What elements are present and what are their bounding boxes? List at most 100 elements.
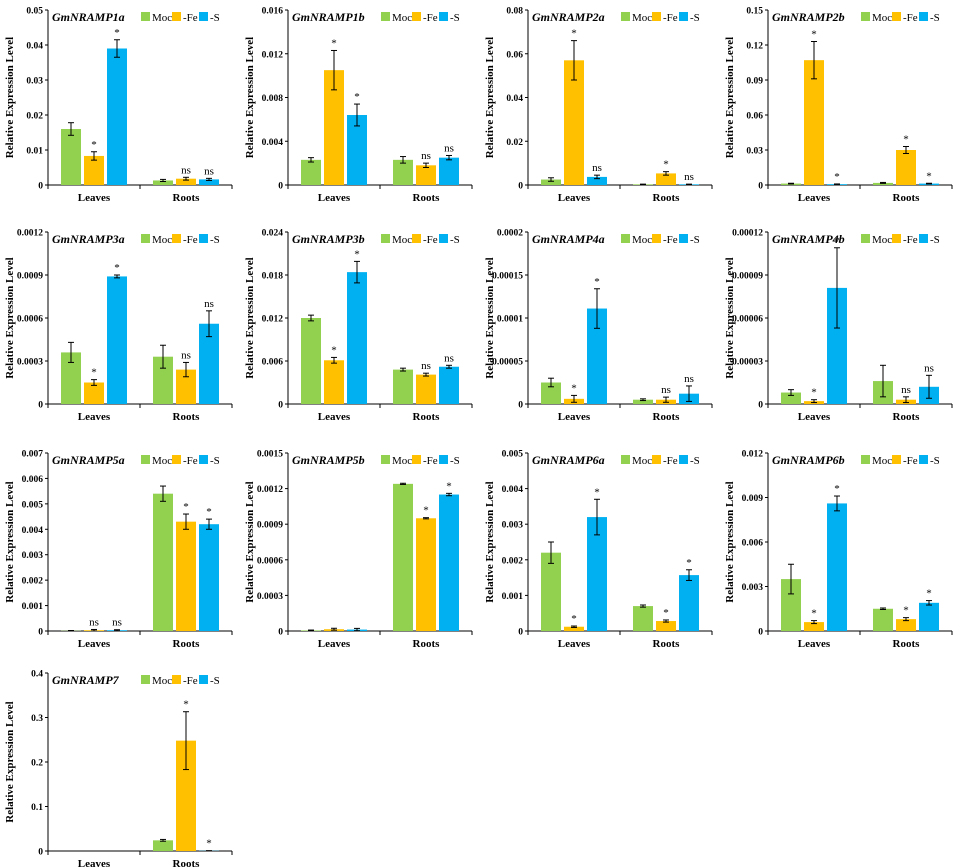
legend-label: Mock <box>632 234 658 246</box>
bar-mock-roots <box>393 159 413 185</box>
bar-minus-fe-roots <box>416 518 436 631</box>
chart-panel-gmnramp1a: Relative Expression Level 0 0.01 0.02 0.03 0.… <box>4 7 233 204</box>
bar-minus-s-leaves <box>587 517 607 631</box>
y-tick-label: 0.001 <box>502 592 524 602</box>
x-category-label: Roots <box>173 411 201 423</box>
bar-mock-leaves <box>541 179 561 185</box>
y-axis-title: Relative Expression Level <box>484 257 496 378</box>
legend-label: -S <box>210 234 220 246</box>
legend-label: -Fe <box>663 12 678 24</box>
significance-label: * <box>354 248 360 260</box>
significance-label: * <box>91 367 97 379</box>
bar-minus-s-leaves <box>107 48 127 185</box>
x-category-label: Leaves <box>558 638 591 650</box>
x-category-label: Roots <box>413 192 441 204</box>
y-tick-label: 0.0001 <box>497 315 523 325</box>
bar-mock-roots <box>633 606 653 631</box>
y-tick-label: 0 <box>38 628 43 638</box>
x-category-label: Leaves <box>558 192 591 204</box>
y-tick-label: 0.04 <box>26 42 43 52</box>
significance-label: ns <box>181 164 191 176</box>
significance-label: * <box>594 486 600 498</box>
chart-title: GmNRAMP2b <box>772 10 845 24</box>
legend-label: -Fe <box>183 234 198 246</box>
x-category-label: Leaves <box>318 411 351 423</box>
chart-panel-gmnramp7: Relative Expression Level 0 0.1 0.2 0.3 0.4 Le… <box>4 670 233 868</box>
bar-mock-roots <box>393 369 413 404</box>
legend-label: -S <box>450 455 460 467</box>
y-tick-label: 0.02 <box>26 112 43 122</box>
bar-minus-fe-leaves <box>324 70 344 185</box>
chart-panel-gmnramp4a: Relative Expression Level 0 0.00005 0.0001 0… <box>484 229 713 423</box>
y-tick-label: 0.03 <box>746 147 763 157</box>
bar-minus-fe-leaves <box>84 155 104 185</box>
y-axis-title: Relative Expression Level <box>4 481 16 602</box>
bar-minus-s-leaves <box>587 308 607 404</box>
legend-label: Mock <box>632 12 658 24</box>
bar-minus-s-roots <box>199 179 219 185</box>
x-category-label: Roots <box>413 411 441 423</box>
legend-swatch <box>141 234 150 243</box>
bar-mock-roots <box>633 399 653 404</box>
bar-minus-fe-roots <box>176 521 196 631</box>
legend-swatch <box>412 12 421 21</box>
y-tick-label: 0.4 <box>31 670 43 680</box>
bar-minus-s-leaves <box>827 503 847 631</box>
legend-label: -S <box>690 234 700 246</box>
bar-mock-roots <box>153 840 173 851</box>
legend-label: -S <box>690 12 700 24</box>
significance-label: * <box>571 28 577 40</box>
significance-label: * <box>331 37 337 49</box>
legend-swatch <box>919 455 928 464</box>
significance-label: * <box>354 91 360 103</box>
y-tick-label: 0.005 <box>22 500 44 510</box>
bar-mock-roots <box>393 483 413 631</box>
bar-minus-s-leaves <box>827 287 847 404</box>
significance-label: * <box>114 262 120 274</box>
bar-minus-s-roots <box>919 602 939 631</box>
y-axis-title: Relative Expression Level <box>4 37 16 158</box>
legend-swatch <box>172 675 181 684</box>
bar-minus-fe-roots <box>416 165 436 185</box>
legend-swatch <box>652 12 661 21</box>
bar-minus-fe-roots <box>896 619 916 631</box>
y-tick-label: 0.06 <box>506 50 523 60</box>
y-tick-label: 0.04 <box>506 94 523 104</box>
x-category-label: Leaves <box>798 411 831 423</box>
y-tick-label: 0.00005 <box>492 358 523 368</box>
bar-minus-s-roots <box>439 494 459 631</box>
significance-label: ns <box>684 171 694 183</box>
y-tick-label: 0.2 <box>31 759 43 769</box>
legend-swatch <box>199 675 208 684</box>
y-axis-title: Relative Expression Level <box>724 37 736 158</box>
legend-label: -Fe <box>183 675 198 687</box>
significance-label: * <box>206 838 212 850</box>
x-category-label: Roots <box>653 638 681 650</box>
legend-swatch <box>621 455 630 464</box>
legend-swatch <box>172 234 181 243</box>
y-tick-label: 0 <box>38 182 43 192</box>
bar-minus-fe-roots <box>656 173 676 185</box>
y-tick-label: 0.004 <box>262 138 284 148</box>
chart-title: GmNRAMP6b <box>772 453 845 467</box>
x-category-label: Roots <box>173 192 201 204</box>
y-axis-title: Relative Expression Level <box>484 481 496 602</box>
bar-minus-fe-leaves <box>804 60 824 185</box>
bar-minus-fe-leaves <box>84 382 104 404</box>
legend-swatch <box>919 234 928 243</box>
y-tick-label: 0.06 <box>746 112 763 122</box>
legend-swatch <box>439 234 448 243</box>
bar-minus-s-leaves <box>347 272 367 404</box>
significance-label: * <box>183 501 189 513</box>
significance-label: * <box>811 29 817 41</box>
chart-panel-gmnramp6b: Relative Expression Level 0 0.003 0.006 0.00… <box>724 450 953 650</box>
significance-label: * <box>571 382 577 394</box>
significance-label: * <box>834 483 840 495</box>
significance-label: ns <box>89 616 99 628</box>
y-tick-label: 0.0003 <box>257 592 283 602</box>
y-tick-label: 0 <box>518 182 523 192</box>
bar-minus-fe-roots <box>416 374 436 404</box>
y-tick-label: 0.02 <box>506 138 523 148</box>
y-tick-label: 0 <box>758 628 763 638</box>
y-tick-label: 0.002 <box>502 556 524 566</box>
